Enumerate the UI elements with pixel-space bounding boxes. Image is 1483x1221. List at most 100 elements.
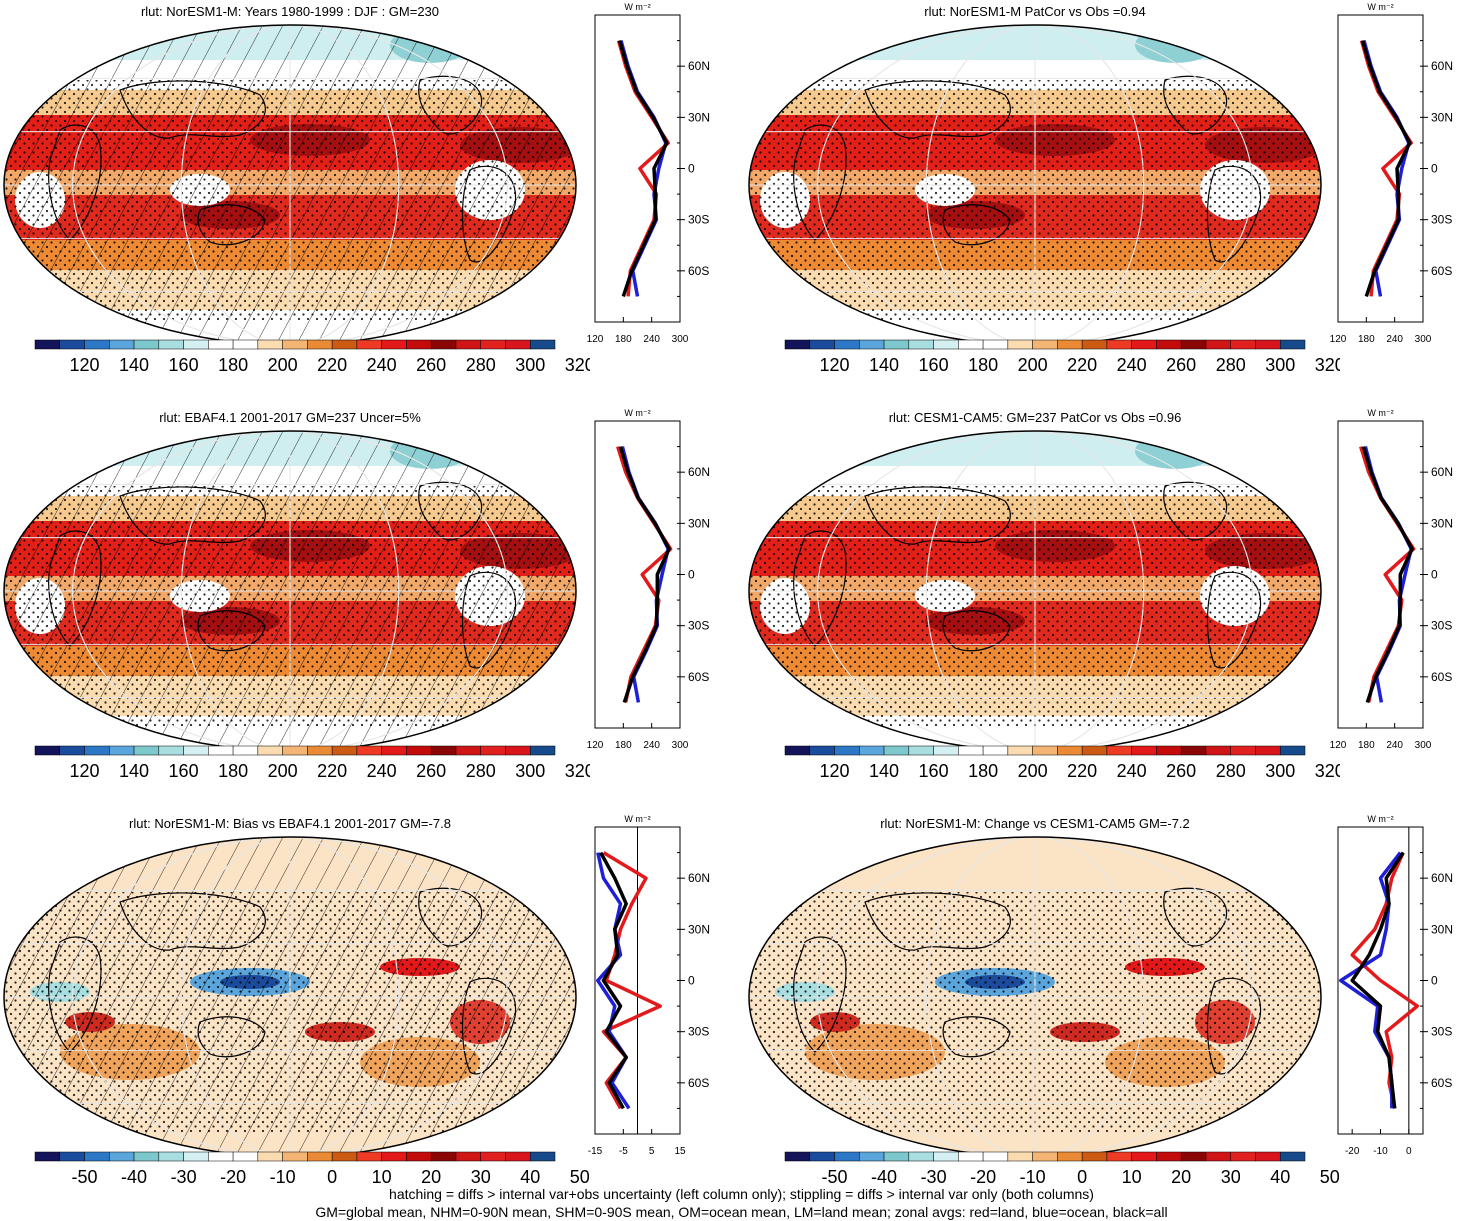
continent-outline	[197, 1016, 266, 1058]
colorbar-swatch	[158, 339, 184, 350]
colorbar-swatch	[1205, 745, 1231, 756]
colorbar-swatch	[933, 1151, 959, 1162]
colorbar-swatch	[1279, 745, 1306, 756]
colorbar-swatch	[59, 1151, 85, 1162]
continent-outline	[1206, 977, 1262, 1075]
colorbar-swatch	[529, 339, 556, 350]
colorbar-swatch	[1131, 1151, 1157, 1162]
world-map	[748, 24, 1322, 346]
colorbar-swatch	[908, 339, 934, 350]
colorbar-swatch	[133, 745, 160, 756]
colorbar-swatch	[1007, 1151, 1033, 1162]
world-map	[3, 430, 577, 752]
colorbar-tick-label: 120	[70, 355, 100, 375]
colorbar-tick-label: 280	[466, 355, 496, 375]
colorbar-swatch	[1081, 1151, 1108, 1162]
colorbar-tick-label: 200	[268, 355, 298, 375]
longitude-gridline	[72, 837, 508, 1157]
continent-outline	[461, 571, 517, 669]
colorbar: 120 140 160 180 200 220 240 260 280 300 320	[34, 339, 590, 375]
continent-outline	[864, 486, 1011, 545]
zonal-line-all	[618, 446, 671, 703]
lat-tick-label: 30N	[1431, 922, 1453, 936]
colorbar-tick-label: 140	[119, 761, 149, 781]
x-tick-label: 180	[1358, 740, 1375, 751]
lat-tick-label: 60S	[1431, 264, 1452, 278]
colorbar-tick-label: 220	[317, 355, 347, 375]
colorbar-swatch	[331, 745, 358, 756]
colorbar-tick-label: 300	[515, 355, 545, 375]
lat-tick-label: 60S	[688, 1076, 709, 1090]
colorbar-tick-label: 300	[1265, 355, 1295, 375]
colorbar-swatch	[883, 745, 910, 756]
colorbar-swatch	[859, 745, 885, 756]
colorbar: -50 -40 -30 -20 -10 0 10 20 30 40 50	[34, 1151, 590, 1187]
panel-mid-right: rlut: CESM1-CAM5: GM=237 PatCor vs Obs =…	[745, 406, 1483, 806]
x-tick-label: 300	[672, 740, 689, 751]
colorbar-tick-label: 180	[218, 355, 248, 375]
colorbar-swatch	[1032, 745, 1058, 756]
x-tick-label: 5	[649, 1146, 655, 1157]
colorbar-swatch	[356, 745, 382, 756]
continent-outline	[793, 936, 847, 1053]
colorbar-tick-label: 260	[1166, 761, 1196, 781]
colorbar-swatch	[331, 339, 358, 350]
colorbar-tick-label: 280	[1216, 761, 1246, 781]
colorbar-tick-label: -20	[970, 1167, 996, 1187]
colorbar-tick-label: 180	[218, 761, 248, 781]
colorbar-swatch	[958, 1151, 984, 1162]
colorbar-swatch	[208, 339, 234, 350]
continent-outline	[461, 165, 517, 263]
colorbar-swatch	[307, 339, 333, 350]
x-tick-label: 300	[1415, 334, 1432, 345]
colorbar-swatch	[529, 1151, 556, 1162]
x-tick-label: 120	[1330, 334, 1347, 345]
colorbar-swatch	[1180, 339, 1207, 350]
colorbar-swatch	[1057, 339, 1083, 350]
lat-tick-label: 30S	[1431, 1025, 1452, 1039]
colorbar-swatch	[784, 339, 811, 350]
x-tick-label: 240	[643, 740, 660, 751]
colorbar-swatch	[1106, 745, 1132, 756]
colorbar-tick-label: 280	[466, 761, 496, 781]
x-tick-label: 120	[587, 740, 604, 751]
lat-tick-label: 30N	[688, 110, 710, 124]
colorbar-swatch	[1081, 745, 1108, 756]
colorbar-swatch	[505, 745, 531, 756]
zonal-line-ocean	[620, 446, 670, 703]
colorbar-swatch	[1156, 1151, 1182, 1162]
panel-title: rlut: NorESM1-M: Bias vs EBAF4.1 2001-20…	[129, 816, 451, 831]
world-map	[748, 430, 1322, 752]
lat-tick-label: 30S	[1431, 619, 1452, 633]
lat-tick-label: 60N	[688, 465, 710, 479]
colorbar-tick-label: -40	[871, 1167, 897, 1187]
continent-outline	[48, 124, 102, 241]
colorbar-swatch	[59, 339, 85, 350]
longitude-gridline	[925, 431, 1145, 751]
world-map	[3, 24, 577, 346]
colorbar: 120 140 160 180 200 220 240 260 280 300 320	[784, 745, 1340, 781]
colorbar-tick-label: -50	[72, 1167, 98, 1187]
colorbar-tick-label: 220	[1067, 761, 1097, 781]
x-tick-label: 180	[1358, 334, 1375, 345]
colorbar-tick-label: -10	[1020, 1167, 1046, 1187]
lat-tick-label: 30S	[688, 213, 709, 227]
longitude-gridline	[180, 431, 400, 751]
zonal-line-all	[617, 40, 669, 297]
colorbar-swatch	[455, 1151, 481, 1162]
zonal-average-plot: W m⁻² 60N 30N 0 30S 60S 120 180 240 300	[1330, 2, 1453, 345]
continent-outline	[942, 1016, 1011, 1058]
colorbar-swatch	[529, 745, 556, 756]
colorbar-swatch	[784, 745, 811, 756]
colorbar-tick-label: 40	[520, 1167, 540, 1187]
colorbar-tick-label: -40	[121, 1167, 147, 1187]
zonal-unit: W m⁻²	[624, 408, 650, 418]
continent-outline	[48, 530, 102, 647]
colorbar-swatch	[1205, 339, 1231, 350]
colorbar-tick-label: 240	[1117, 761, 1147, 781]
x-tick-label: -10	[1373, 1146, 1388, 1157]
colorbar-swatch	[933, 339, 959, 350]
colorbar-tick-label: -30	[171, 1167, 197, 1187]
colorbar-swatch	[208, 1151, 234, 1162]
colorbar-tick-label: 320	[1315, 761, 1340, 781]
